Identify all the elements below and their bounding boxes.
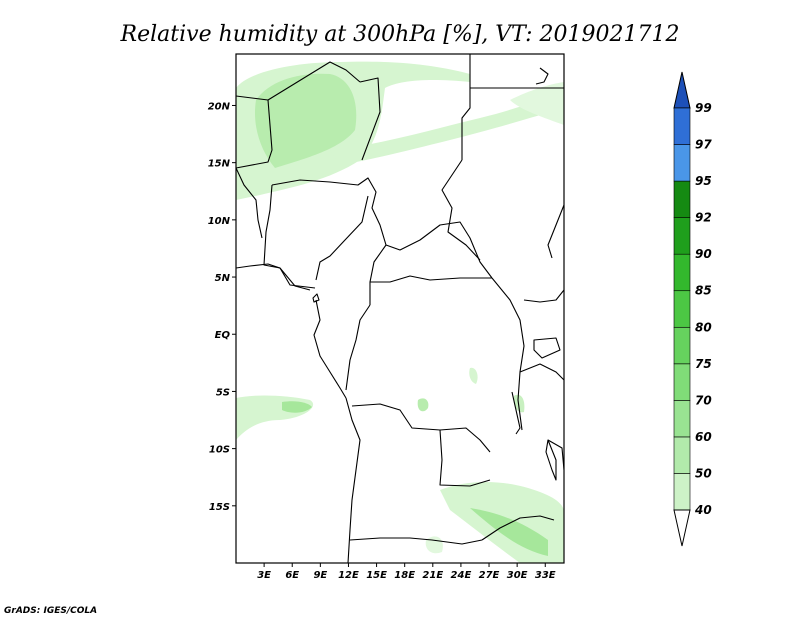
border-nigeria-cameroon [315,195,369,281]
colorbar-top-arrow [673,71,691,109]
border-chad-sudan [441,159,481,261]
colorbar-swatch [673,253,691,292]
coast-gabon-congo [313,299,347,399]
coast-gulf-of-guinea [236,263,311,291]
border-angola-zambia [439,429,491,487]
lon-tick-label: 3E [257,570,271,581]
border-libya-chad [359,77,381,161]
colorbar-swatch [673,400,691,438]
colorbar-label: 92 [695,211,712,225]
lon-tick-label: 24E [451,570,472,581]
colorbar-swatch [673,363,691,401]
border-car-south [370,275,492,283]
border-niger-chad [271,177,387,246]
colorbar-swatch [673,473,691,511]
border-algeria-libya [236,61,361,101]
humidity-patch-north-band [330,92,564,165]
lon-tick-label: 12E [338,570,359,581]
coast-red-sea [535,67,549,85]
lat-tick-label: 15N [208,159,231,170]
lat-tick-label: 5S [216,387,230,398]
lat-tick-label: 20N [208,101,231,112]
lon-tick-label: 30E [507,570,528,581]
lon-tick-label: 15E [366,570,387,581]
colorbar-label: 90 [695,247,712,261]
humidity-patch-northeast [510,82,564,125]
colorbar-label: 80 [695,320,712,334]
lat-tick-label: EQ [215,330,231,341]
colorbar-label: 60 [695,430,712,444]
longitude-axis: 3E 6E 9E 12E 15E 18E 21E 24E 27E 30E 33E [257,563,556,581]
border-drc-angola [351,403,491,453]
lon-tick-label: 9E [313,570,327,581]
humidity-patch-southeast-core [470,508,548,556]
colorbar-label: 85 [695,284,712,298]
lon-tick-label: 21E [422,570,443,581]
coast-west-africa [236,167,263,239]
map-frame [235,53,565,564]
humidity-patch-sahara-core [254,73,357,168]
country-borders [236,54,564,563]
border-congo-drc [345,304,371,391]
lat-tick-label: 10S [209,445,230,456]
colorbar-label: 75 [695,357,712,371]
lon-tick-label: 27E [479,570,500,581]
border-uganda-kenya [523,289,564,303]
coast-lake-malawi [545,439,557,481]
border-tanzania [519,363,564,381]
figure-title: Relative humidity at 300hPa [%], VT: 201… [120,22,680,47]
humidity-patch-atlantic-core [282,401,312,413]
colorbar-label: 97 [695,138,712,152]
humidity-shading [236,61,564,563]
colorbar-label: 50 [695,466,712,480]
colorbar-label: 99 [695,101,712,115]
colorbar-swatch [673,217,691,255]
coast-lake-victoria [533,337,561,359]
lon-tick-label: 6E [285,570,299,581]
colorbar-swatch [673,436,691,474]
colorbar-swatch [673,326,691,365]
latitude-axis: 20N 15N 10N 5N EQ 5S 10S 15S [208,101,236,513]
colorbar-label: 95 [695,174,712,188]
coast-lake-tanganyika [511,391,521,435]
humidity-patch-south [425,536,443,554]
colorbar-swatch [673,180,691,218]
lat-tick-label: 15S [209,502,230,513]
colorbar-label: 70 [695,393,712,407]
border-drc-east [491,277,525,431]
border-angola-namibia [349,537,483,545]
border-cameroon-car [369,244,387,305]
border-car-north [385,221,493,279]
colorbar: 40 50 60 70 75 80 85 90 92 95 97 99 [673,71,712,547]
colorbar-swatch [673,144,691,182]
humidity-patch-congo-b [469,367,478,384]
border-zambia-zimbabwe [481,515,555,541]
colorbar-swatch [673,290,691,328]
border-libya-egypt [461,54,471,160]
island-bioko [312,293,320,303]
lon-tick-label: 33E [535,570,556,581]
colorbar-bottom-arrow [673,509,691,547]
coast-angola [345,397,361,563]
lat-tick-label: 5N [215,273,231,284]
colorbar-label: 40 [694,503,712,517]
border-nigeria [263,184,316,289]
lon-tick-label: 18E [394,570,415,581]
humidity-patch-congo-a [417,398,429,412]
border-sudan-ethiopia [547,204,564,259]
colorbar-swatch [673,107,691,145]
grads-credit: GrADS: IGES/COLA [4,606,97,616]
border-mali-niger [236,99,273,169]
border-mozambique [547,439,564,471]
lat-tick-label: 10N [208,216,231,227]
